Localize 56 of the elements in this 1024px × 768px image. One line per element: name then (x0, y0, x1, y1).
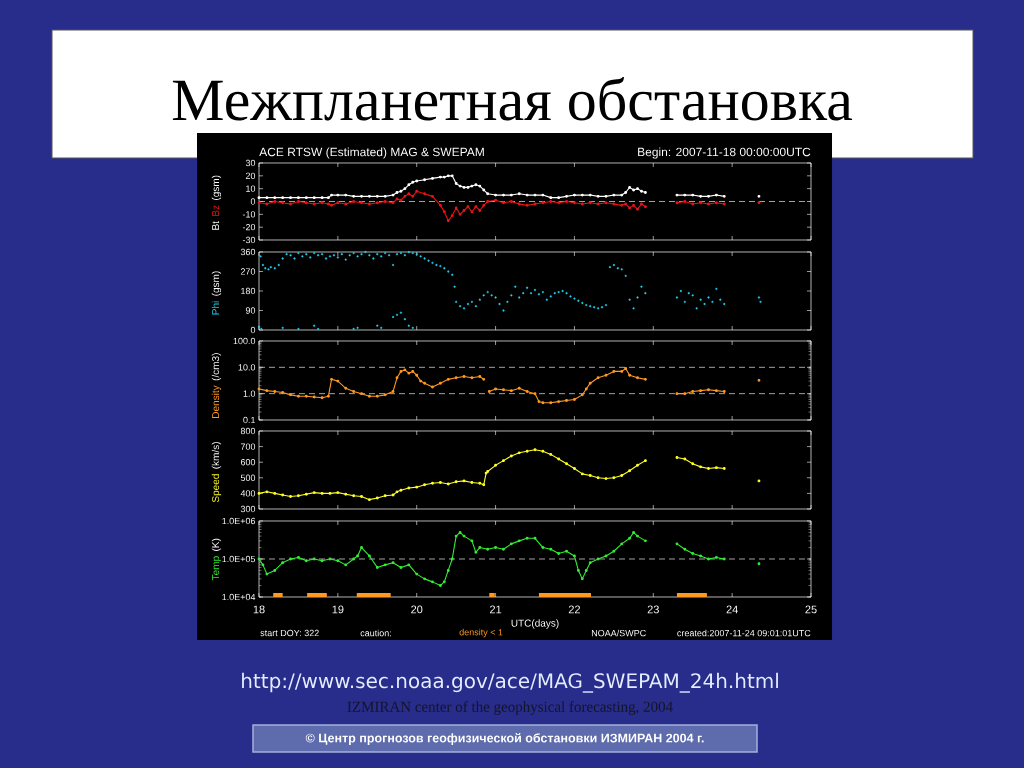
x-tick-label: 24 (726, 605, 738, 614)
y-axis-title: (gsm) (211, 271, 222, 296)
y-tick-label: 0 (250, 326, 256, 334)
y-tick-label: 700 (240, 443, 256, 450)
text: Phi (211, 301, 220, 315)
x-tick-label: 21 (490, 605, 502, 614)
y-tick-label: -30 (242, 236, 256, 244)
x-tick-label: 25 (805, 605, 817, 614)
y-axis-title: (km/s) (211, 442, 222, 469)
y-tick-label: -20 (242, 223, 256, 231)
text: density < 1 (459, 628, 503, 638)
x-tick-label: 20 (411, 605, 423, 614)
y-tick-label: 270 (240, 268, 256, 275)
y-tick-label: 10 (246, 185, 256, 192)
text: NOAA/SWPC (591, 629, 646, 637)
text: © Центр прогнозов геофизической обстановки ИЗМИРАН 2004 г. (305, 733, 704, 745)
y-tick-label: 1.0 (243, 390, 256, 397)
y-axis-title: (/cm3) (211, 353, 222, 381)
text: start DOY: 322 (260, 629, 319, 637)
x-tick-label: 18 (253, 605, 265, 614)
y-tick-label: 1.0E+04 (222, 593, 256, 601)
text: Bt (212, 221, 220, 230)
y-tick-label: 0 (250, 198, 256, 205)
text: Bz (212, 205, 220, 216)
text: created:2007-11-24 09:01:01UTC (677, 629, 811, 637)
y-tick-label: 600 (240, 459, 256, 466)
text: Begin: 2007-11-18 00:00:00UTC (638, 147, 811, 159)
text: http://www.sec.noaa.gov/ace/MAG_SWEPAM_24h.html (242, 672, 778, 693)
y-tick-label: 1.0E+06 (222, 517, 256, 525)
y-tick-label: 1.0E+05 (222, 555, 256, 563)
y-axis-title: (gsm) (211, 175, 222, 200)
text: Speed (211, 474, 222, 503)
text: Density (211, 385, 222, 418)
chart-subtitle: ACE RTSW (Estimated) MAG & SWEPAM (259, 147, 484, 159)
x-tick-label: 22 (568, 605, 580, 614)
y-tick-label: 400 (240, 490, 256, 497)
y-tick-label: 20 (245, 172, 256, 180)
y-tick-label: 90 (245, 307, 256, 314)
y-tick-label: 800 (240, 427, 256, 435)
y-tick-label: 0.1 (243, 416, 256, 424)
y-tick-label: 30 (245, 159, 256, 167)
chart-title: Межпланетная обстановка (172, 77, 853, 121)
y-tick-label: 180 (241, 287, 256, 295)
y-tick-label: 100.0 (233, 337, 256, 345)
y-axis-title: (K) (211, 538, 222, 551)
text: Temp (212, 556, 222, 581)
x-axis-title: UTC(days) (511, 619, 559, 629)
y-tick-label: 300 (240, 505, 256, 513)
y-tick-label: 10.0 (238, 364, 256, 371)
y-tick-label: -10 (242, 211, 256, 218)
text: IZMIRAN center of the geophysical forecasting, 2004 (347, 701, 673, 715)
y-tick-label: 500 (240, 474, 256, 481)
x-tick-label: 23 (647, 605, 659, 614)
text: caution: (360, 629, 391, 637)
y-tick-label: 360 (240, 248, 256, 256)
x-tick-label: 19 (332, 605, 344, 614)
